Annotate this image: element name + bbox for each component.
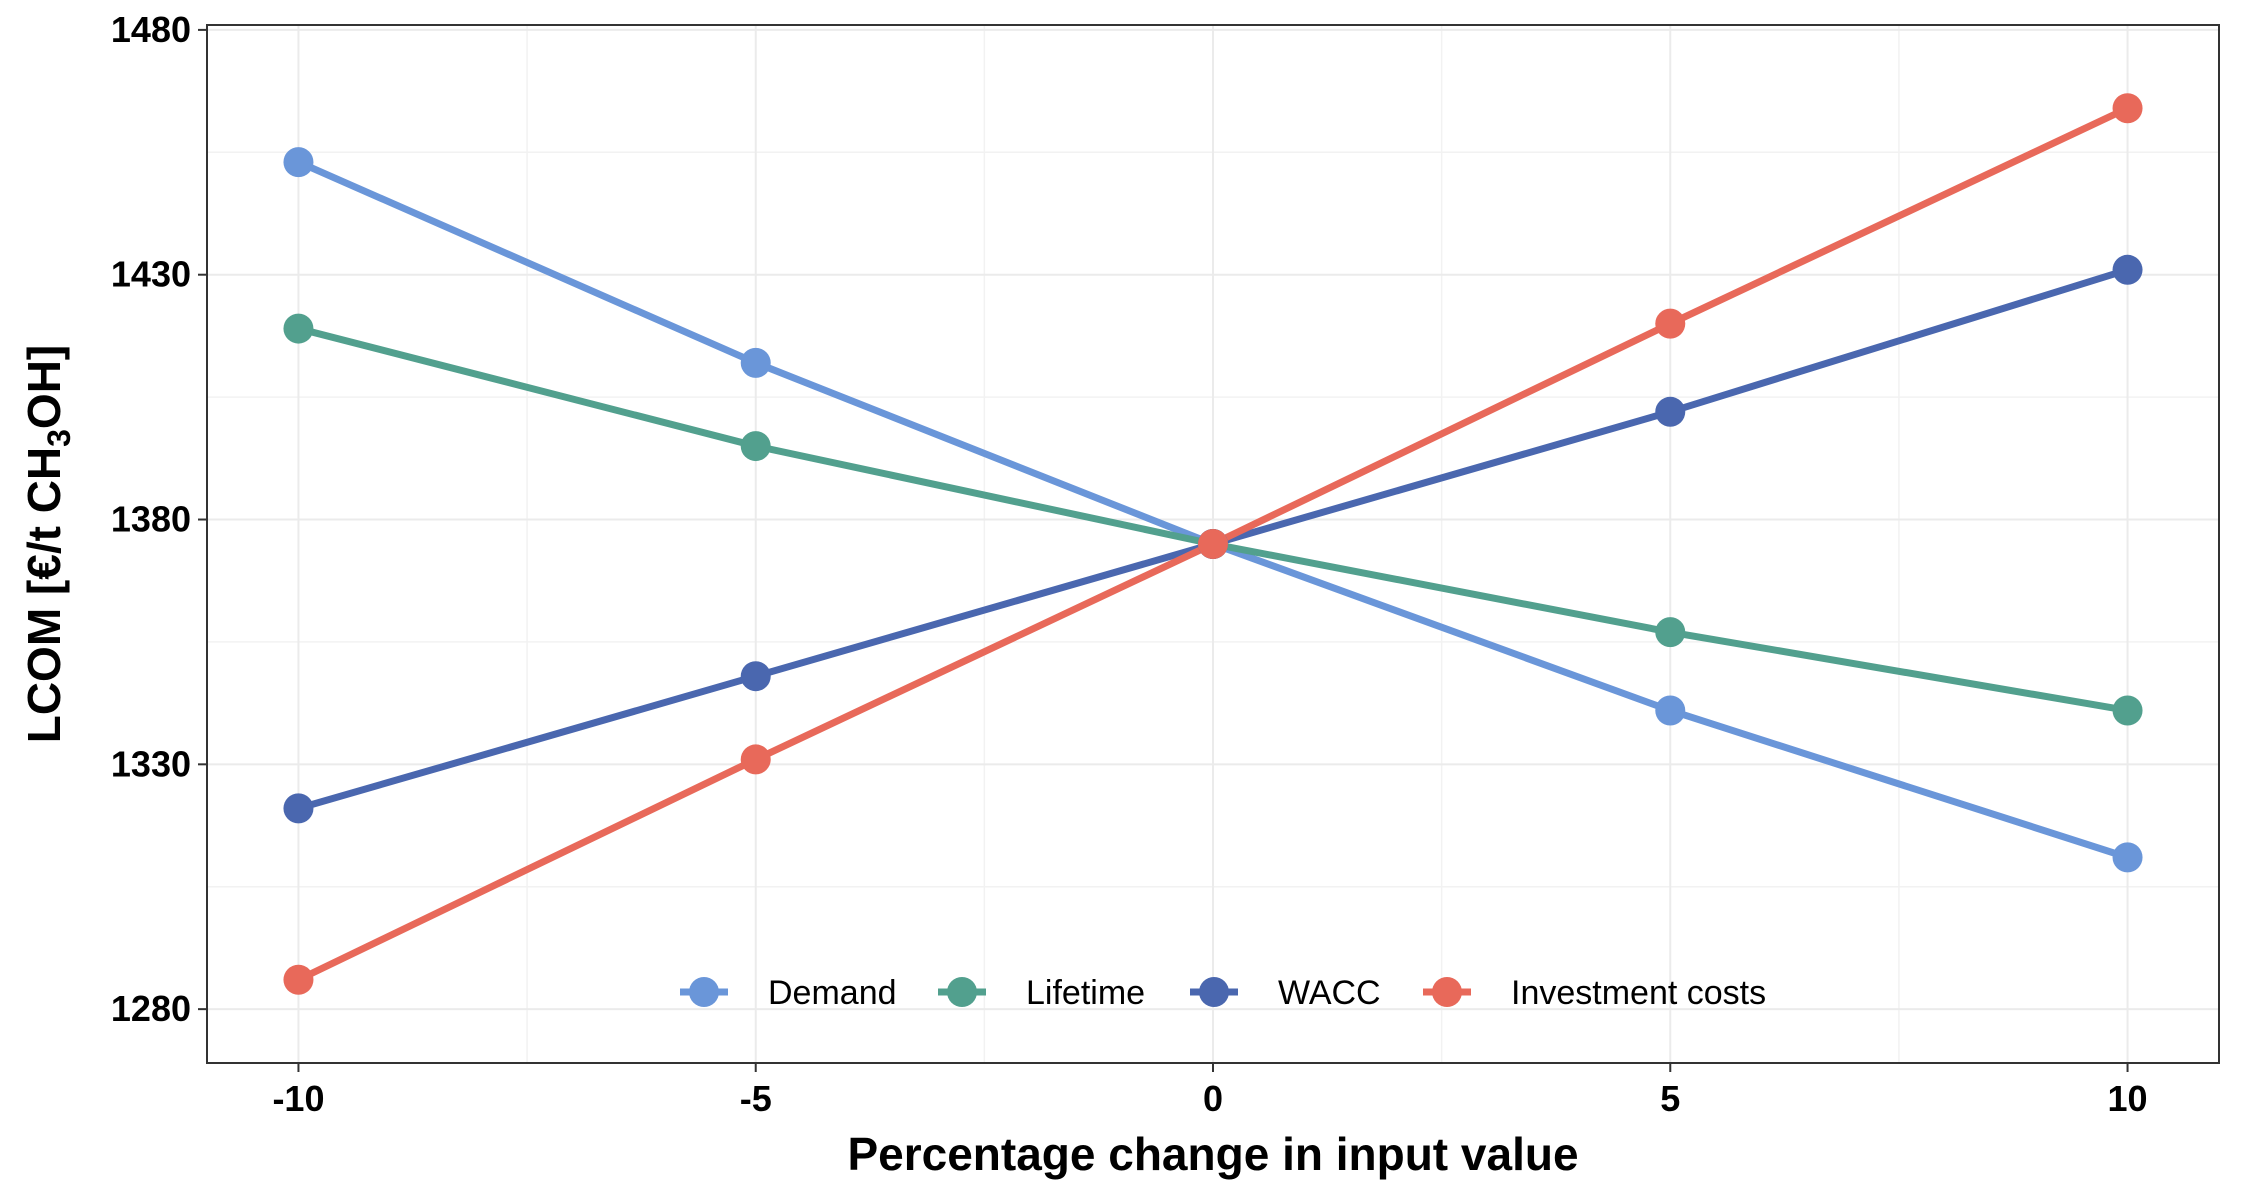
data-point-investment-costs	[1198, 529, 1228, 559]
legend-label: Demand	[768, 974, 897, 1012]
y-axis-title-main: LCOM [€/t CH	[18, 447, 70, 743]
y-tick-label: 1280	[111, 988, 191, 1029]
data-point-wacc	[740, 661, 771, 692]
data-point-investment-costs	[1655, 308, 1686, 339]
grid	[207, 25, 2219, 1063]
data-point-demand	[283, 147, 314, 178]
y-tick-label: 1380	[111, 499, 191, 540]
data-point-lifetime	[283, 313, 314, 344]
legend-label: Lifetime	[1026, 974, 1145, 1012]
data-point-investment-costs	[283, 964, 314, 995]
data-point-lifetime	[740, 431, 771, 462]
y-tick-label: 1480	[111, 9, 191, 50]
data-point-wacc	[1655, 396, 1686, 427]
y-tick-label: 1430	[111, 254, 191, 295]
legend-item-demand: Demand	[680, 974, 897, 1012]
series-points	[283, 93, 2143, 995]
data-point-lifetime	[2112, 695, 2143, 726]
legend-key-point	[689, 977, 719, 1007]
legend-item-lifetime: Lifetime	[938, 974, 1145, 1012]
data-point-investment-costs	[2112, 93, 2143, 124]
legend-key-point	[1199, 977, 1229, 1007]
data-point-wacc	[2112, 254, 2143, 285]
y-axis-title-end: OH]	[18, 345, 70, 429]
data-point-wacc	[283, 793, 314, 824]
x-tick-label: 0	[1203, 1078, 1223, 1119]
legend-key-point	[947, 977, 977, 1007]
legend-label: Investment costs	[1511, 974, 1766, 1012]
data-point-demand	[1655, 695, 1686, 726]
y-axis-title-subscript: 3	[41, 429, 77, 447]
legend: Demand Lifetime WACC Investment costs	[680, 974, 1766, 1012]
legend-label: WACC	[1278, 974, 1381, 1012]
data-point-demand	[740, 347, 771, 378]
y-tick-label: 1330	[111, 743, 191, 784]
data-point-lifetime	[1655, 617, 1686, 648]
x-tick-label: -10	[272, 1078, 324, 1119]
x-tick-label: -5	[740, 1078, 772, 1119]
y-axis-title: LCOM [€/t CH3OH]	[18, 345, 77, 744]
x-tick-label: 10	[2108, 1078, 2148, 1119]
data-point-investment-costs	[740, 744, 771, 775]
data-point-demand	[2112, 842, 2143, 873]
x-tick-label: 5	[1660, 1078, 1680, 1119]
axis-ticks: -10 -5 0 5 10 1280 1330 1380 1430 1480	[111, 9, 2148, 1119]
legend-item-investment-costs: Investment costs	[1423, 974, 1766, 1012]
legend-key-point	[1432, 977, 1462, 1007]
legend-item-wacc: WACC	[1190, 974, 1381, 1012]
x-axis-title: Percentage change in input value	[847, 1128, 1578, 1180]
